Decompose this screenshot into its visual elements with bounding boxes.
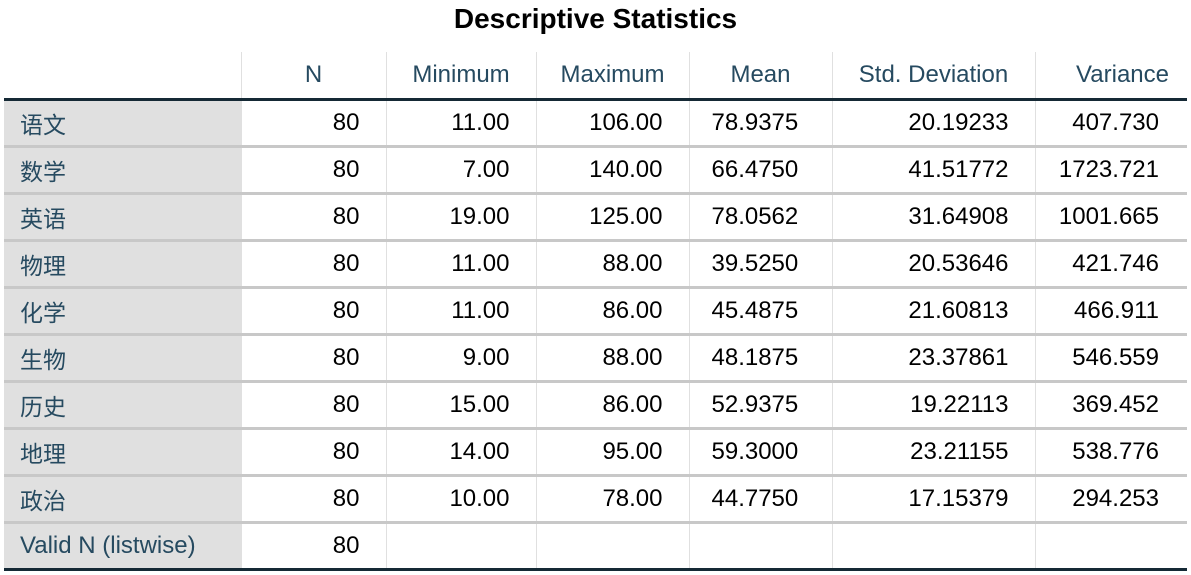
cell-minimum [385,522,536,571]
cell-mean: 48.1875 [688,334,832,383]
cell-mean: 78.0562 [688,193,832,242]
row-label: 历史 [4,381,241,430]
header-row: N Minimum Maximum Mean Std. Deviation Va… [4,52,1187,101]
cell-mean: 66.4750 [688,146,832,195]
table-row: 历史 80 15.00 86.00 52.9375 19.22113 369.452 [4,381,1187,430]
table-row: 化学 80 11.00 86.00 45.4875 21.60813 466.911 [4,287,1187,336]
cell-minimum: 11.00 [385,99,536,148]
cell-minimum: 9.00 [385,334,536,383]
cell-variance: 546.559 [1034,334,1187,383]
column-header-std-deviation: Std. Deviation [831,52,1035,101]
cell-n: 80 [240,193,386,242]
row-label: 语文 [4,99,241,148]
cell-minimum: 10.00 [385,475,536,524]
column-header-mean: Mean [688,52,832,101]
header-corner-cell [4,52,241,101]
cell-n: 80 [240,99,386,148]
cell-n: 80 [240,475,386,524]
column-header-n: N [240,52,386,101]
cell-variance: 369.452 [1034,381,1187,430]
descriptive-statistics-table: N Minimum Maximum Mean Std. Deviation Va… [4,52,1187,571]
cell-maximum: 106.00 [535,99,689,148]
table-row: 语文 80 11.00 106.00 78.9375 20.19233 407.730 [4,99,1187,148]
cell-std-deviation: 17.15379 [831,475,1035,524]
cell-maximum: 78.00 [535,475,689,524]
row-label: 地理 [4,428,241,477]
cell-n: 80 [240,522,386,571]
cell-maximum: 86.00 [535,381,689,430]
cell-variance: 1723.721 [1034,146,1187,195]
cell-std-deviation: 31.64908 [831,193,1035,242]
cell-n: 80 [240,287,386,336]
cell-std-deviation: 20.19233 [831,99,1035,148]
cell-variance: 466.911 [1034,287,1187,336]
cell-mean: 44.7750 [688,475,832,524]
table-row: 生物 80 9.00 88.00 48.1875 23.37861 546.559 [4,334,1187,383]
cell-variance: 407.730 [1034,99,1187,148]
table-body: 语文 80 11.00 106.00 78.9375 20.19233 407.730 数学 8… [4,99,1187,571]
row-label: 化学 [4,287,241,336]
cell-mean: 59.3000 [688,428,832,477]
cell-std-deviation: 41.51772 [831,146,1035,195]
cell-maximum: 86.00 [535,287,689,336]
cell-minimum: 19.00 [385,193,536,242]
table-title: Descriptive Statistics [453,3,738,34]
table-row: 物理 80 11.00 88.00 39.5250 20.53646 421.746 [4,240,1187,289]
cell-maximum: 88.00 [535,334,689,383]
row-label: 物理 [4,240,241,289]
cell-n: 80 [240,428,386,477]
cell-mean: 45.4875 [688,287,832,336]
cell-n: 80 [240,240,386,289]
row-label: 生物 [4,334,241,383]
column-header-maximum: Maximum [535,52,689,101]
cell-minimum: 11.00 [385,287,536,336]
cell-minimum: 11.00 [385,240,536,289]
cell-maximum: 125.00 [535,193,689,242]
cell-mean: 52.9375 [688,381,832,430]
cell-maximum [535,522,689,571]
cell-std-deviation: 20.53646 [831,240,1035,289]
cell-variance: 421.746 [1034,240,1187,289]
row-label: Valid N (listwise) [4,522,241,571]
cell-variance: 538.776 [1034,428,1187,477]
cell-maximum: 95.00 [535,428,689,477]
cell-std-deviation: 19.22113 [831,381,1035,430]
cell-std-deviation: 23.37861 [831,334,1035,383]
row-label: 英语 [4,193,241,242]
cell-maximum: 88.00 [535,240,689,289]
cell-n: 80 [240,381,386,430]
cell-maximum: 140.00 [535,146,689,195]
cell-variance: 1001.665 [1034,193,1187,242]
cell-minimum: 14.00 [385,428,536,477]
cell-n: 80 [240,334,386,383]
cell-minimum: 7.00 [385,146,536,195]
cell-mean: 39.5250 [688,240,832,289]
table-row: 英语 80 19.00 125.00 78.0562 31.64908 1001.665 [4,193,1187,242]
table-row: 地理 80 14.00 95.00 59.3000 23.21155 538.776 [4,428,1187,477]
column-header-minimum: Minimum [385,52,536,101]
column-header-variance: Variance [1034,52,1187,101]
cell-n: 80 [240,146,386,195]
table-row: Valid N (listwise) 80 [4,522,1187,571]
table-row: 政治 80 10.00 78.00 44.7750 17.15379 294.253 [4,475,1187,524]
cell-std-deviation: 23.21155 [831,428,1035,477]
cell-variance: 294.253 [1034,475,1187,524]
cell-std-deviation: 21.60813 [831,287,1035,336]
row-label: 政治 [4,475,241,524]
cell-mean [688,522,832,571]
cell-std-deviation [831,522,1035,571]
cell-mean: 78.9375 [688,99,832,148]
table-row: 数学 80 7.00 140.00 66.4750 41.51772 1723.721 [4,146,1187,195]
row-label: 数学 [4,146,241,195]
cell-minimum: 15.00 [385,381,536,430]
cell-variance [1034,522,1187,571]
